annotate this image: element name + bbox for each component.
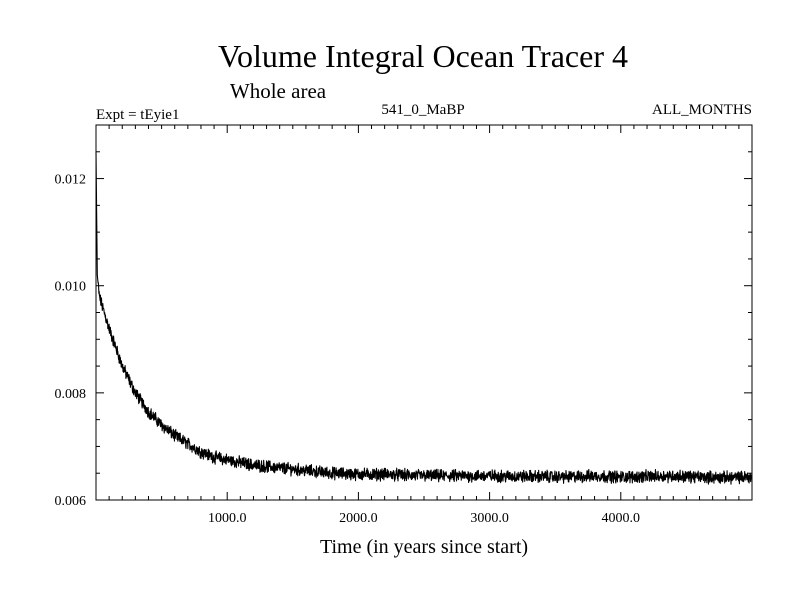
y-tick-label: 0.006 xyxy=(55,494,87,509)
experiment-label: Expt = tEyie1 xyxy=(96,107,179,123)
y-tick-label: 0.010 xyxy=(55,280,87,295)
x-tick-label: 4000.0 xyxy=(602,511,641,526)
chart-subtitle: Whole area xyxy=(230,79,327,103)
y-tick-label: 0.008 xyxy=(55,387,87,402)
plot-frame xyxy=(95,124,753,501)
x-axis-tick-labels: 1000.0 2000.0 3000.0 4000.0 xyxy=(208,511,640,526)
y-tick-label: 0.012 xyxy=(55,173,87,188)
period-label: 541_0_MaBP xyxy=(381,102,464,118)
x-axis-label: Time (in years since start) xyxy=(320,536,528,558)
x-tick-label: 3000.0 xyxy=(470,511,509,526)
y-axis-tick-labels: 0.006 0.008 0.010 0.012 xyxy=(55,173,87,509)
x-tick-label: 2000.0 xyxy=(339,511,378,526)
x-axis-ticks xyxy=(108,125,740,500)
series-line-tracer-4 xyxy=(95,151,753,485)
y-axis-ticks xyxy=(96,151,752,474)
months-label: ALL_MONTHS xyxy=(652,102,752,118)
chart-title: Volume Integral Ocean Tracer 4 xyxy=(218,38,628,74)
x-tick-label: 1000.0 xyxy=(208,511,247,526)
